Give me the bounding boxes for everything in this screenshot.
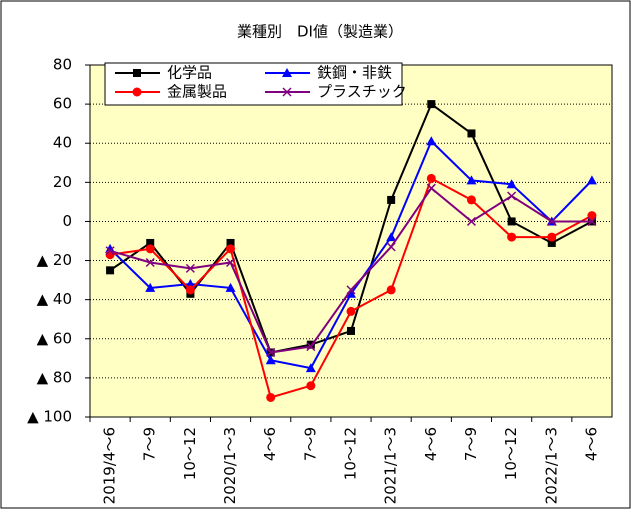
marker bbox=[346, 285, 356, 295]
legend-label: 金属製品 bbox=[167, 83, 227, 101]
y-tick-label: ▲ 20 bbox=[37, 251, 72, 269]
x-tick-label: 7～9 bbox=[141, 427, 159, 461]
marker bbox=[282, 87, 292, 97]
marker bbox=[305, 363, 316, 373]
marker bbox=[145, 244, 155, 254]
marker bbox=[586, 175, 597, 185]
marker bbox=[506, 179, 517, 189]
x-tick-label: 2021/1～3 bbox=[382, 427, 400, 504]
marker bbox=[426, 183, 436, 193]
marker bbox=[346, 288, 356, 298]
marker bbox=[106, 266, 115, 275]
marker bbox=[467, 129, 476, 138]
x-tick-label: 2019/4～6 bbox=[101, 427, 119, 504]
y-tick-label: 40 bbox=[53, 134, 72, 152]
marker bbox=[185, 279, 196, 289]
x-tick-label: 10～12 bbox=[502, 427, 520, 480]
marker bbox=[426, 173, 436, 183]
x-tick-label: 4～6 bbox=[422, 427, 440, 461]
marker bbox=[226, 257, 236, 268]
marker bbox=[587, 216, 597, 226]
marker bbox=[587, 211, 597, 221]
marker bbox=[507, 232, 517, 242]
marker bbox=[466, 216, 476, 226]
y-tick-label: 20 bbox=[53, 173, 72, 191]
marker bbox=[507, 191, 517, 201]
x-tick-label: 4～6 bbox=[582, 427, 600, 461]
marker bbox=[146, 238, 155, 247]
y-tick-label: ▲ 100 bbox=[27, 408, 72, 426]
x-tick-label: 4～6 bbox=[261, 427, 279, 461]
marker bbox=[386, 232, 397, 242]
marker bbox=[346, 306, 356, 316]
marker bbox=[507, 217, 516, 226]
marker bbox=[266, 392, 276, 402]
chart-title: 業種別 DI値（製造業） bbox=[237, 23, 403, 41]
marker bbox=[306, 342, 316, 352]
x-tick-label: 10～12 bbox=[342, 427, 360, 480]
plot-area bbox=[89, 64, 613, 418]
y-tick-label: 0 bbox=[62, 212, 72, 230]
marker bbox=[386, 242, 396, 252]
marker bbox=[133, 69, 141, 77]
y-tick-label: 60 bbox=[53, 95, 72, 113]
marker bbox=[282, 68, 292, 77]
marker bbox=[427, 100, 436, 109]
y-tick-label: 80 bbox=[53, 56, 72, 74]
marker bbox=[145, 257, 155, 268]
marker bbox=[185, 285, 195, 295]
legend-label: プラスチック bbox=[317, 83, 407, 101]
y-tick-label: ▲ 80 bbox=[37, 368, 72, 386]
legend-label: 化学品 bbox=[167, 64, 212, 82]
marker bbox=[225, 282, 236, 292]
marker bbox=[547, 216, 557, 226]
marker bbox=[265, 355, 276, 365]
marker bbox=[145, 282, 156, 292]
marker bbox=[226, 238, 235, 247]
x-tick-label: 7～9 bbox=[462, 427, 480, 461]
marker bbox=[306, 340, 315, 349]
marker bbox=[105, 246, 115, 256]
marker bbox=[547, 238, 556, 247]
marker bbox=[185, 263, 195, 273]
x-tick-label: 2022/1～3 bbox=[542, 427, 560, 504]
marker bbox=[466, 175, 477, 185]
marker bbox=[306, 381, 316, 391]
marker bbox=[226, 244, 236, 254]
y-tick-label: ▲ 60 bbox=[37, 329, 72, 347]
legend-label: 鉄鋼・非鉄 bbox=[317, 64, 392, 82]
marker bbox=[466, 195, 476, 205]
marker bbox=[426, 136, 437, 146]
legend-box bbox=[104, 62, 403, 106]
marker bbox=[266, 347, 276, 357]
x-tick-label: 10～12 bbox=[181, 427, 199, 480]
x-tick-label: 7～9 bbox=[301, 427, 319, 461]
x-tick-label: 2020/1～3 bbox=[221, 427, 239, 504]
marker bbox=[347, 326, 355, 335]
y-tick-label: ▲ 40 bbox=[37, 290, 72, 308]
marker bbox=[386, 285, 396, 295]
marker bbox=[547, 232, 557, 242]
marker bbox=[387, 195, 396, 204]
marker bbox=[132, 87, 142, 97]
